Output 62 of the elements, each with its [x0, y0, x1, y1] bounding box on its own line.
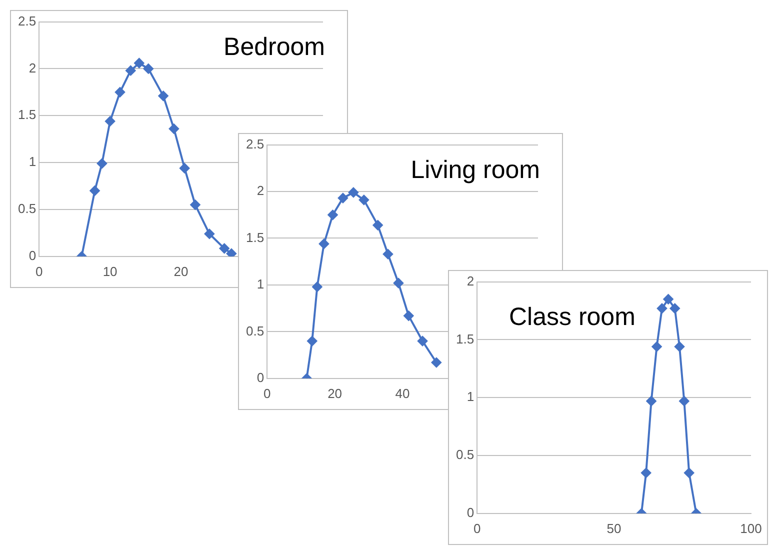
y-tick-label: 0.5 — [456, 447, 474, 462]
y-tick-label: 0.5 — [18, 201, 36, 216]
point — [656, 303, 667, 314]
y-tick-label: 1 — [466, 389, 474, 404]
point — [134, 58, 144, 68]
point — [307, 336, 318, 346]
y-tick-label: 0 — [256, 370, 264, 385]
y-tick-label: 1.5 — [246, 230, 264, 245]
text: Living room — [410, 156, 540, 185]
point — [96, 158, 107, 168]
point — [168, 124, 179, 134]
point — [418, 336, 428, 346]
y-tick-label: 2.5 — [246, 136, 264, 152]
y-tick-label: 1 — [28, 154, 36, 170]
x-tick-label: 40 — [395, 386, 410, 401]
y-tick-label: 1.5 — [18, 107, 36, 122]
x-tick-label: 10 — [102, 264, 118, 279]
y-tick-label: 0.5 — [246, 323, 264, 338]
point — [393, 278, 404, 288]
x-tick-label: 100 — [740, 520, 762, 536]
x-tick-label: 20 — [328, 386, 342, 401]
point — [318, 238, 329, 249]
point — [431, 358, 442, 368]
point — [652, 342, 662, 352]
y-tick-label: 1 — [256, 276, 264, 292]
point — [90, 186, 100, 196]
text: Class room — [509, 303, 636, 332]
point — [684, 468, 694, 478]
point — [404, 310, 414, 321]
x-tick-label: 50 — [606, 520, 622, 536]
point — [348, 187, 358, 198]
point — [114, 87, 125, 98]
point — [219, 243, 230, 254]
y-tick-label: 2.5 — [18, 13, 36, 28]
point — [312, 282, 322, 292]
point — [372, 220, 383, 230]
y-tick-label: 2 — [466, 273, 474, 288]
point — [328, 210, 338, 220]
point — [674, 342, 685, 352]
x-tick-label: 20 — [174, 264, 188, 279]
y-tick-label: 0 — [466, 504, 474, 520]
point — [143, 64, 154, 74]
point — [663, 294, 674, 304]
point — [190, 200, 200, 210]
point — [105, 116, 116, 126]
point — [180, 163, 190, 174]
y-tick-label: 0 — [28, 248, 36, 263]
point — [382, 249, 393, 260]
y-tick-label: 2 — [256, 183, 264, 198]
point — [670, 303, 680, 314]
point — [226, 248, 236, 256]
point — [158, 90, 168, 101]
point — [679, 396, 690, 406]
text: Bedroom — [224, 33, 325, 62]
y-tick-label: 1.5 — [456, 331, 474, 346]
point — [641, 468, 652, 478]
point — [646, 396, 656, 406]
point — [126, 66, 136, 76]
point — [204, 228, 214, 239]
y-tick-label: 2 — [28, 60, 36, 76]
point — [358, 194, 369, 205]
point — [338, 193, 348, 204]
